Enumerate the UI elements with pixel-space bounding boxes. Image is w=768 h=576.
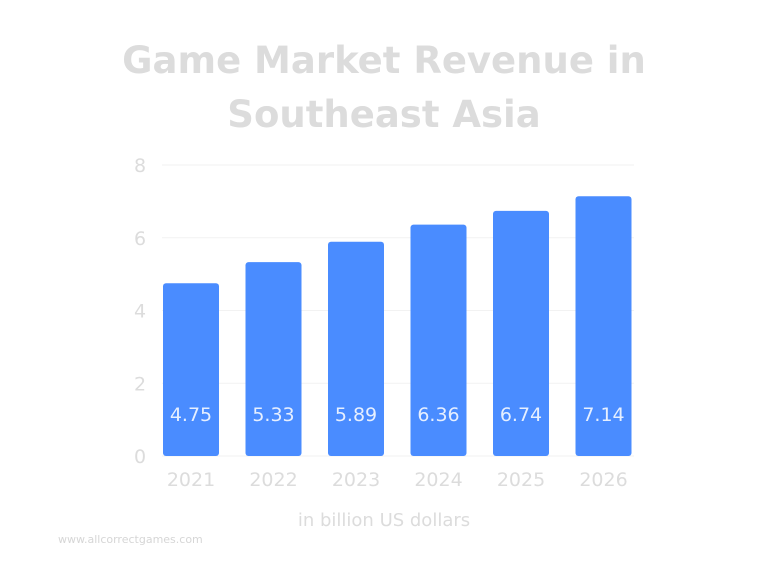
- y-tick-label: 8: [134, 155, 146, 177]
- x-tick-label: 2026: [579, 469, 627, 491]
- x-tick-label: 2022: [249, 469, 297, 491]
- bar-2026: [575, 196, 632, 456]
- bar-2022: [245, 262, 302, 456]
- x-axis-label: in billion US dollars: [298, 510, 470, 531]
- x-tick-label: 2021: [167, 469, 215, 491]
- bar-2023: [328, 241, 384, 456]
- data-label: 5.89: [335, 404, 377, 426]
- chart-title-line-1: Game Market Revenue in: [122, 39, 646, 82]
- chart-title-line-2: Southeast Asia: [227, 93, 541, 136]
- bar-2021: [163, 283, 219, 456]
- y-tick-label: 0: [134, 446, 146, 468]
- data-label: 6.74: [500, 404, 542, 426]
- x-tick-label: 2025: [497, 469, 545, 491]
- y-tick-label: 4: [134, 301, 146, 323]
- data-label: 6.36: [417, 404, 459, 426]
- x-tick-label: 2023: [332, 469, 380, 491]
- chart-title: Game Market Revenue in Southeast Asia: [0, 34, 768, 142]
- watermark: www.allcorrectgames.com: [58, 533, 203, 546]
- data-label: 5.33: [252, 404, 294, 426]
- x-tick-label: 2024: [414, 469, 462, 491]
- data-label: 7.14: [582, 404, 624, 426]
- y-tick-label: 6: [134, 228, 146, 250]
- bar-2025: [493, 210, 549, 456]
- y-tick-label: 2: [134, 373, 146, 395]
- bar-2024: [410, 224, 467, 456]
- data-label: 4.75: [170, 404, 212, 426]
